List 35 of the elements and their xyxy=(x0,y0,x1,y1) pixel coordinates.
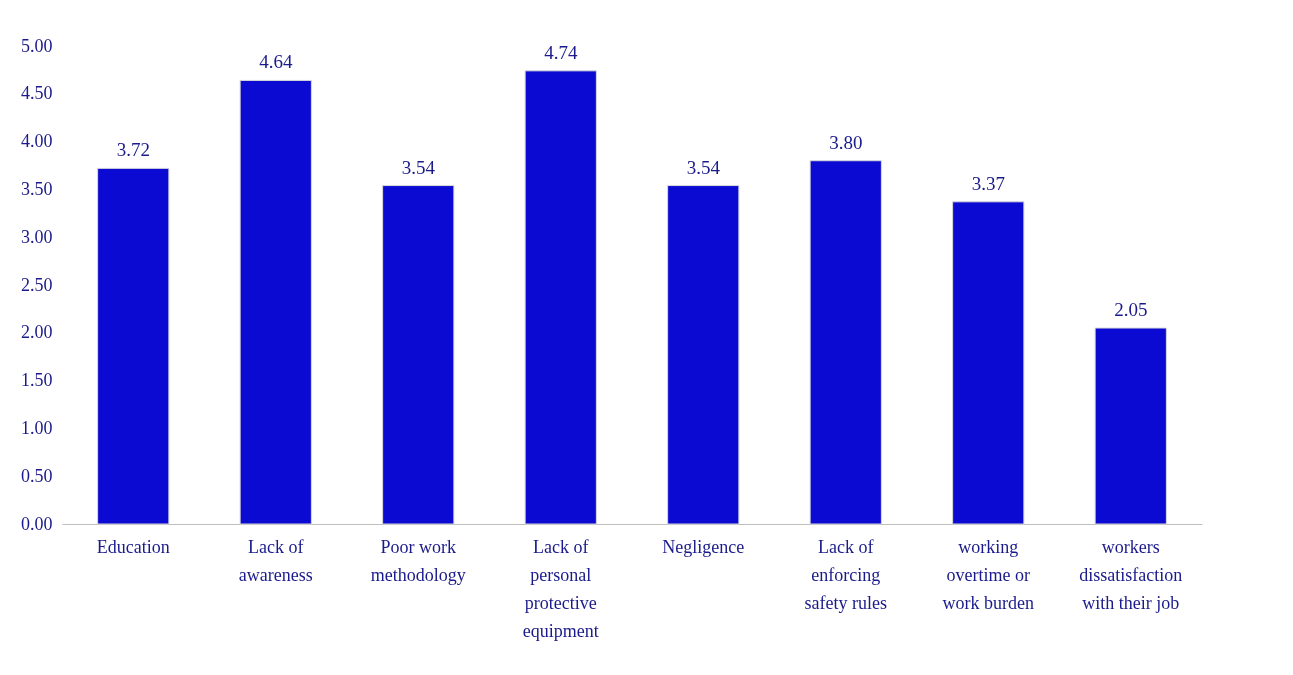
data-label: 3.37 xyxy=(971,172,1005,194)
bar xyxy=(809,160,882,525)
y-tick-label: 1.50 xyxy=(21,370,53,391)
y-tick-label: 4.00 xyxy=(21,131,53,152)
bar xyxy=(239,79,312,525)
y-tick-label: 3.00 xyxy=(21,226,53,247)
x-tick-label: Lack of personal protective equipment xyxy=(522,536,599,641)
y-tick-label: 2.00 xyxy=(21,322,53,343)
y-tick-label: 4.50 xyxy=(21,83,53,104)
x-tick-label: Lack of awareness xyxy=(238,536,313,585)
x-tick-label: Lack of enforcing safety rules xyxy=(804,536,887,613)
bar xyxy=(524,70,597,525)
x-tick-label: Negligence xyxy=(662,536,745,557)
x-tick-label: workers dissatisfaction with their job xyxy=(1079,536,1183,613)
bar xyxy=(97,167,170,525)
y-tick-label: 1.00 xyxy=(21,417,53,438)
data-label: 3.54 xyxy=(686,156,721,178)
bar xyxy=(1094,327,1167,525)
y-tick-label: 0.50 xyxy=(21,465,53,486)
y-tick-label: 0.00 xyxy=(21,513,53,534)
data-label: 3.80 xyxy=(829,131,863,153)
data-label: 4.64 xyxy=(259,51,293,73)
data-label: 2.05 xyxy=(1114,299,1148,321)
x-tick-label: Education xyxy=(96,536,170,557)
data-label: 3.72 xyxy=(116,139,150,161)
bar xyxy=(667,185,740,525)
bar xyxy=(952,201,1025,525)
bar xyxy=(382,185,455,525)
x-tick-label: Poor work methodology xyxy=(370,536,466,585)
y-tick-label: 3.50 xyxy=(21,178,53,199)
data-label: 3.54 xyxy=(401,156,436,178)
x-tick-label: working overtime or work burden xyxy=(942,536,1034,613)
data-label: 4.74 xyxy=(544,41,578,63)
y-tick-label: 2.50 xyxy=(21,274,53,295)
y-tick-label: 5.00 xyxy=(21,35,53,56)
